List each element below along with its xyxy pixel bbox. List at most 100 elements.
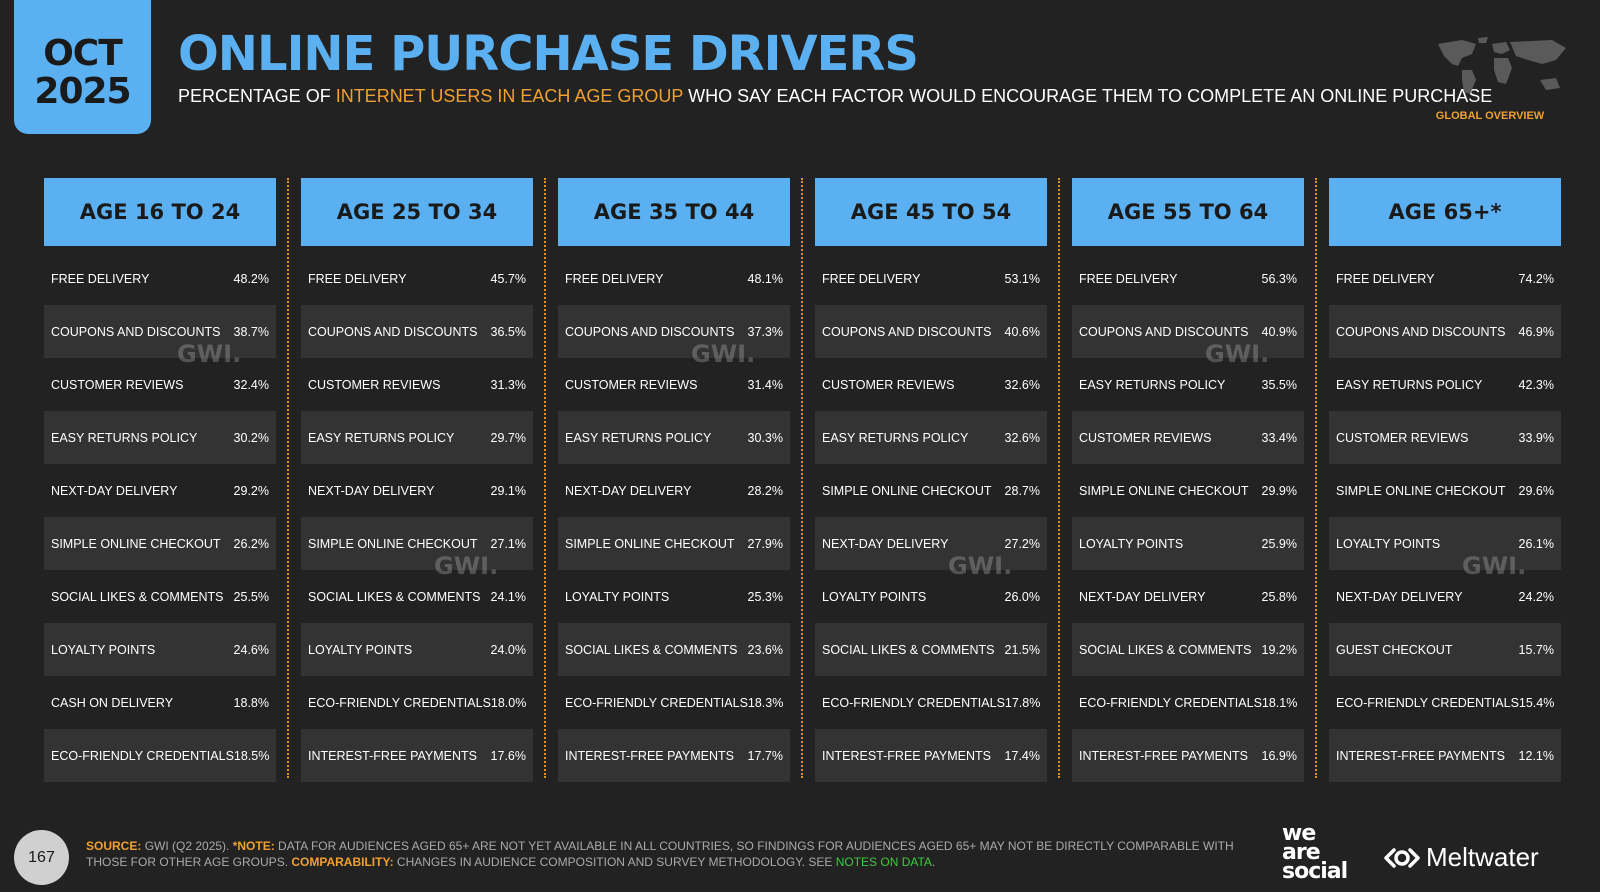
column-header: AGE 35 TO 44: [558, 178, 790, 246]
factor-label: NEXT-DAY DELIVERY: [308, 483, 435, 498]
factor-label: COUPONS AND DISCOUNTS: [308, 324, 478, 339]
factor-label: INTEREST-FREE PAYMENTS: [308, 748, 478, 763]
table-row: SIMPLE ONLINE CHECKOUT 28.7%: [815, 464, 1047, 517]
factor-value: 16.9%: [1261, 748, 1297, 763]
table-row: INTEREST-FREE PAYMENTS 16.9%: [1072, 729, 1304, 782]
factor-value: 32.4%: [233, 377, 269, 392]
comparability-text: CHANGES IN AUDIENCE COMPOSITION AND SURV…: [393, 855, 836, 869]
factor-label: SOCIAL LIKES & COMMENTS: [565, 642, 738, 657]
factor-value: 32.6%: [1004, 430, 1040, 445]
factor-value: 53.1%: [1004, 271, 1040, 286]
factor-label: NEXT-DAY DELIVERY: [51, 483, 178, 498]
was-word: we: [1282, 821, 1316, 846]
factor-value: 24.6%: [233, 642, 269, 657]
date-badge: OCT 2025: [14, 0, 151, 134]
table-row: COUPONS AND DISCOUNTS 40.6%: [815, 305, 1047, 358]
factor-value: 24.0%: [490, 642, 526, 657]
table-row: CUSTOMER REVIEWS 31.4%: [558, 358, 790, 411]
subtitle-post: WHO SAY EACH FACTOR WOULD ENCOURAGE THEM…: [683, 86, 1493, 106]
factor-value: 40.9%: [1261, 324, 1297, 339]
column-header: AGE 25 TO 34: [301, 178, 533, 246]
table-row: FREE DELIVERY 74.2%: [1329, 252, 1561, 305]
factor-label: INTEREST-FREE PAYMENTS: [822, 748, 992, 763]
factor-value: 24.1%: [490, 589, 526, 604]
table-row: SOCIAL LIKES & COMMENTS 21.5%: [815, 623, 1047, 676]
factor-value: 29.1%: [490, 483, 526, 498]
factor-value: 29.2%: [233, 483, 269, 498]
source-label: SOURCE:: [86, 839, 142, 853]
meltwater-mark-icon: [1384, 847, 1420, 868]
factor-value: 23.6%: [747, 642, 783, 657]
factor-value: 33.4%: [1261, 430, 1297, 445]
factor-label: NEXT-DAY DELIVERY: [1336, 589, 1463, 604]
factor-label: EASY RETURNS POLICY: [1336, 377, 1483, 392]
column-divider: [544, 178, 546, 778]
subtitle-highlight: INTERNET USERS IN EACH AGE GROUP: [335, 86, 684, 106]
factor-value: 25.8%: [1261, 589, 1297, 604]
column-header: AGE 65+*: [1329, 178, 1561, 246]
table-row: SOCIAL LIKES & COMMENTS 24.1%: [301, 570, 533, 623]
table-row: EASY RETURNS POLICY 30.3%: [558, 411, 790, 464]
meltwater-logo: Meltwater: [1384, 842, 1539, 873]
factor-value: 38.7%: [233, 324, 269, 339]
factor-label: SOCIAL LIKES & COMMENTS: [308, 589, 481, 604]
column-header: AGE 45 TO 54: [815, 178, 1047, 246]
factor-label: LOYALTY POINTS: [51, 642, 156, 657]
factor-value: 42.3%: [1518, 377, 1554, 392]
factor-label: EASY RETURNS POLICY: [308, 430, 455, 445]
notes-on-data-link[interactable]: NOTES ON DATA: [835, 855, 932, 869]
subtitle-pre: PERCENTAGE OF: [178, 86, 336, 106]
factor-value: 31.4%: [747, 377, 783, 392]
table-row: COUPONS AND DISCOUNTS 46.9%: [1329, 305, 1561, 358]
factor-value: 30.2%: [233, 430, 269, 445]
factor-label: LOYALTY POINTS: [1336, 536, 1441, 551]
table-row: FREE DELIVERY 48.1%: [558, 252, 790, 305]
table-row: CUSTOMER REVIEWS 31.3%: [301, 358, 533, 411]
factor-label: FREE DELIVERY: [822, 271, 921, 286]
factor-value: 25.5%: [233, 589, 269, 604]
table-row: SIMPLE ONLINE CHECKOUT 26.2%: [44, 517, 276, 570]
factor-value: 18.5%: [233, 748, 270, 763]
page-subtitle: PERCENTAGE OF INTERNET USERS IN EACH AGE…: [178, 85, 1492, 107]
factor-label: GUEST CHECKOUT: [1336, 642, 1453, 657]
table-row: LOYALTY POINTS 26.0%: [815, 570, 1047, 623]
footer-end: .: [931, 855, 936, 869]
age-column: AGE 65+* FREE DELIVERY 74.2% COUPONS AND D…: [1329, 178, 1561, 782]
factor-value: 29.9%: [1261, 483, 1297, 498]
table-row: INTEREST-FREE PAYMENTS 17.7%: [558, 729, 790, 782]
factor-label: COUPONS AND DISCOUNTS: [565, 324, 735, 339]
age-column: AGE 35 TO 44 FREE DELIVERY 48.1% COUPONS A…: [558, 178, 790, 782]
factor-label: CUSTOMER REVIEWS: [1336, 430, 1469, 445]
factor-value: 21.5%: [1004, 642, 1040, 657]
table-row: NEXT-DAY DELIVERY 24.2%: [1329, 570, 1561, 623]
table-row: CASH ON DELIVERY 18.8%: [44, 676, 276, 729]
factor-label: CUSTOMER REVIEWS: [1079, 430, 1212, 445]
factor-label: ECO-FRIENDLY CREDENTIALS: [822, 695, 1005, 710]
factor-label: INTEREST-FREE PAYMENTS: [1336, 748, 1506, 763]
factor-value: 17.6%: [490, 748, 526, 763]
page-number: 167: [14, 830, 69, 885]
table-row: SIMPLE ONLINE CHECKOUT 27.1%: [301, 517, 533, 570]
factor-label: ECO-FRIENDLY CREDENTIALS: [1079, 695, 1262, 710]
factor-label: ECO-FRIENDLY CREDENTIALS: [51, 748, 234, 763]
note-label: *NOTE:: [232, 839, 275, 853]
table-row: NEXT-DAY DELIVERY 25.8%: [1072, 570, 1304, 623]
factor-label: CUSTOMER REVIEWS: [565, 377, 698, 392]
factor-value: 74.2%: [1518, 271, 1554, 286]
column-rows: FREE DELIVERY 74.2% COUPONS AND DISCOUNTS 4…: [1329, 252, 1561, 782]
factor-value: 26.1%: [1518, 536, 1554, 551]
factor-value: 29.7%: [490, 430, 526, 445]
factor-value: 15.7%: [1518, 642, 1554, 657]
table-row: EASY RETURNS POLICY 42.3%: [1329, 358, 1561, 411]
factor-value: 12.1%: [1518, 748, 1554, 763]
table-row: ECO-FRIENDLY CREDENTIALS 18.1%: [1072, 676, 1304, 729]
table-row: FREE DELIVERY 45.7%: [301, 252, 533, 305]
factor-label: FREE DELIVERY: [565, 271, 664, 286]
table-row: ECO-FRIENDLY CREDENTIALS 15.4%: [1329, 676, 1561, 729]
column-rows: FREE DELIVERY 53.1% COUPONS AND DISCOUNTS 4…: [815, 252, 1047, 782]
column-divider: [801, 178, 803, 778]
factor-label: EASY RETURNS POLICY: [565, 430, 712, 445]
comparability-label: COMPARABILITY:: [291, 855, 394, 869]
source-name: GWI: [144, 839, 169, 853]
factor-value: 18.1%: [1261, 695, 1298, 710]
